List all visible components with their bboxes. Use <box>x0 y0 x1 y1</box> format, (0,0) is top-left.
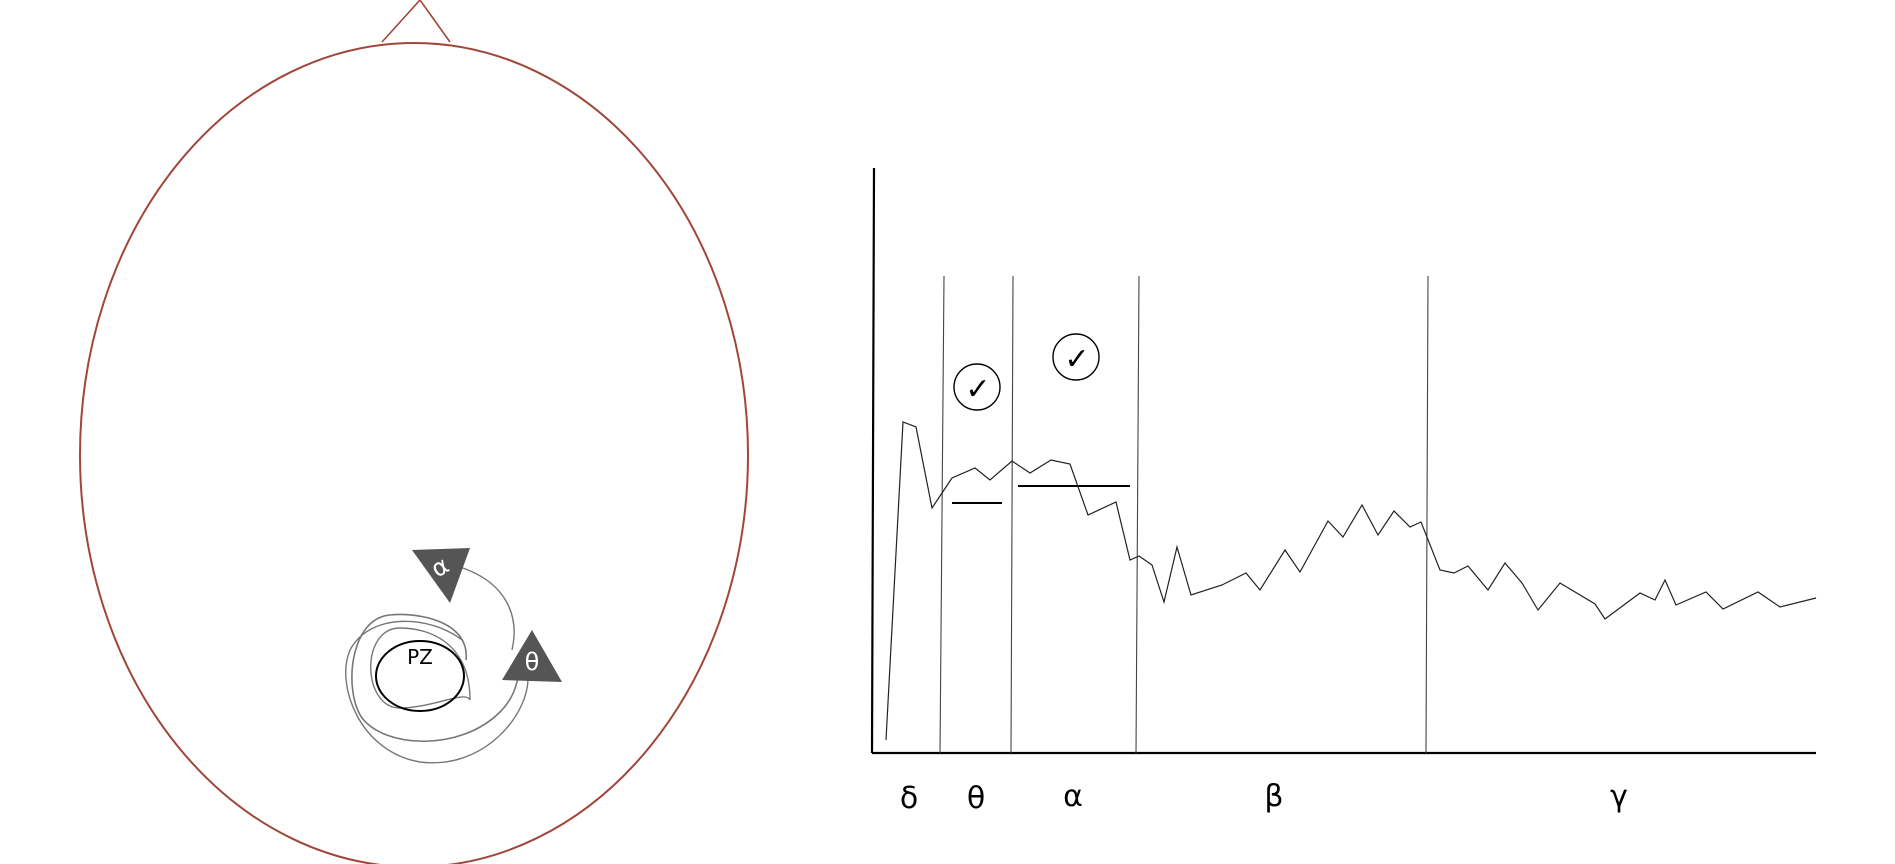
check-alpha: ✓ <box>1052 333 1100 381</box>
marker-theta-triangle <box>502 630 562 682</box>
band-label-theta: θ <box>967 781 985 816</box>
band-label-gamma: γ <box>1610 779 1628 814</box>
check-theta: ✓ <box>953 363 1001 411</box>
spectrum-chart: ✓ ✓ δ θ α β γ <box>870 167 1817 816</box>
band-divider <box>1425 275 1429 754</box>
electrode-pz: PZ <box>375 640 465 712</box>
marker-theta: θ <box>502 630 562 682</box>
head-nose <box>381 0 451 43</box>
check-alpha-circle <box>1052 333 1100 381</box>
electrode-label: PZ <box>407 645 433 669</box>
head-outline <box>79 42 749 864</box>
electrode-rings <box>345 561 529 764</box>
band-divider <box>1135 275 1140 754</box>
check-alpha-icon: ✓ <box>1064 342 1089 377</box>
head-diagram: PZ α θ <box>79 0 749 864</box>
check-theta-circle <box>953 363 1001 411</box>
band-dividers <box>939 275 1429 754</box>
band-divider <box>939 275 945 754</box>
band-label-beta: β <box>1264 779 1283 814</box>
check-theta-icon: ✓ <box>965 372 990 407</box>
spectrum-trace <box>885 421 1817 741</box>
band-label-delta: δ <box>900 781 918 816</box>
band-divider <box>1010 275 1014 754</box>
marker-alpha-triangle <box>412 548 470 603</box>
y-axis <box>870 167 876 754</box>
marker-theta-label: θ <box>525 648 540 676</box>
marker-alpha: α <box>412 548 470 603</box>
band-label-alpha: α <box>1063 779 1083 814</box>
band-labels: δ θ α β γ <box>900 779 1628 816</box>
